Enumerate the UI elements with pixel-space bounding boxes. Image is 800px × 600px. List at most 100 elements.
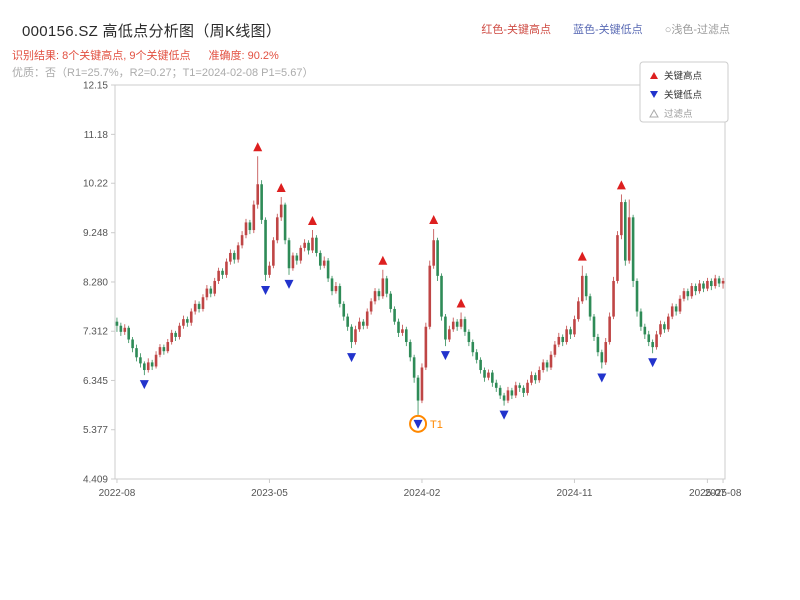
candle-body	[123, 327, 127, 332]
header-legend-key-low: 蓝色-关键低点	[573, 24, 643, 36]
candle-body	[412, 357, 416, 378]
candle-body	[643, 326, 647, 335]
candle-body	[377, 291, 381, 297]
candle-body	[549, 354, 553, 368]
candle-body	[393, 308, 396, 322]
x-tick-label: 2023-05	[251, 488, 288, 499]
candle-body	[674, 306, 678, 312]
candle-body	[565, 329, 568, 343]
candle-body	[444, 316, 447, 340]
candle-body	[487, 372, 490, 378]
key-low-marker	[597, 373, 607, 383]
candle-body	[569, 329, 572, 335]
candle-body	[283, 204, 287, 241]
x-tick-label: 2025-08	[705, 488, 742, 499]
candle-body	[710, 280, 713, 287]
x-tick-label: 2022-08	[99, 488, 136, 499]
candle-body	[518, 385, 522, 388]
candle-body	[557, 336, 561, 345]
candle-body	[217, 270, 220, 281]
x-tick-label: 2024-11	[556, 488, 592, 499]
y-tick-label: 8.280	[83, 277, 108, 288]
candle-body	[440, 275, 443, 317]
candle-body	[424, 326, 428, 368]
quality-line: 优质：否（R1=25.7%，R2=0.27；T1=2024-02-08 P1=5…	[12, 67, 314, 79]
candle-body	[307, 242, 310, 251]
candle-body	[178, 325, 181, 337]
candle-body	[455, 321, 459, 327]
candle-body	[346, 316, 349, 327]
candle-body	[189, 311, 193, 323]
candles	[115, 156, 725, 415]
candle-body	[373, 291, 377, 302]
candle-body	[193, 303, 197, 312]
candle-body	[510, 390, 514, 396]
candle-body	[365, 311, 369, 326]
key-high-marker	[456, 298, 466, 308]
header-legend: 红色-关键高点 蓝色-关键低点 ○浅色-过滤点	[481, 21, 730, 37]
candle-body	[623, 202, 627, 261]
result-counts: 识别结果: 8个关键高点, 9个关键低点	[12, 50, 191, 62]
candle-body	[342, 303, 346, 317]
candle-body	[119, 325, 123, 332]
candle-body	[713, 278, 717, 287]
candle-body	[506, 390, 510, 401]
key-high-marker	[577, 251, 587, 261]
candle-body	[166, 342, 170, 352]
candle-body	[358, 321, 361, 330]
candle-body	[389, 293, 392, 309]
candle-body	[698, 283, 701, 292]
y-tick-label: 11.18	[84, 130, 109, 141]
candle-body	[702, 283, 705, 289]
candle-body	[232, 252, 236, 260]
candle-body	[315, 237, 318, 253]
candle-body	[318, 252, 322, 266]
candle-body	[514, 385, 518, 396]
candle-body	[115, 321, 119, 326]
t1-label: T1	[430, 419, 443, 431]
candle-body	[354, 329, 357, 343]
candle-body	[408, 342, 412, 358]
candle-body	[577, 301, 580, 320]
candle-body	[162, 347, 166, 352]
candle-body	[150, 362, 154, 367]
candle-body	[236, 245, 240, 260]
candle-body	[537, 370, 541, 381]
y-tick-label: 7.312	[83, 327, 108, 338]
y-tick-label: 5.377	[83, 425, 108, 436]
y-tick-label: 9.248	[83, 228, 108, 239]
candle-body	[471, 342, 475, 353]
candle-body	[428, 265, 432, 327]
candle-body	[463, 319, 467, 332]
candle-body	[326, 260, 330, 279]
candle-body	[240, 235, 244, 246]
candle-body	[131, 339, 134, 349]
candle-body	[299, 247, 303, 261]
candle-body	[451, 321, 455, 330]
result-accuracy: 准确度: 90.2%	[208, 50, 279, 62]
candle-body	[272, 240, 275, 266]
key-high-marker	[307, 216, 317, 226]
candle-body	[154, 354, 158, 367]
candle-body	[139, 357, 142, 364]
candle-body	[498, 387, 502, 396]
legend-key-low-icon	[650, 91, 658, 98]
chart-legend-box	[639, 61, 729, 123]
candle-body	[256, 184, 260, 205]
legend-key-high-icon	[650, 72, 658, 79]
candle-body	[620, 202, 623, 236]
candle-body	[244, 222, 248, 236]
header-legend-filtered: ○浅色-过滤点	[664, 24, 730, 36]
candle-body	[573, 319, 576, 335]
candle-body	[381, 278, 385, 297]
y-tick-label: 6.345	[83, 376, 108, 387]
candle-body	[530, 375, 533, 383]
x-tick-label: 2025-07	[689, 488, 726, 499]
candle-body	[479, 359, 482, 371]
candle-body	[275, 217, 279, 241]
key-low-marker	[261, 285, 271, 295]
candle-body	[221, 270, 224, 275]
header-legend-key-high: 红色-关键高点	[481, 24, 552, 36]
candle-body	[143, 363, 146, 371]
